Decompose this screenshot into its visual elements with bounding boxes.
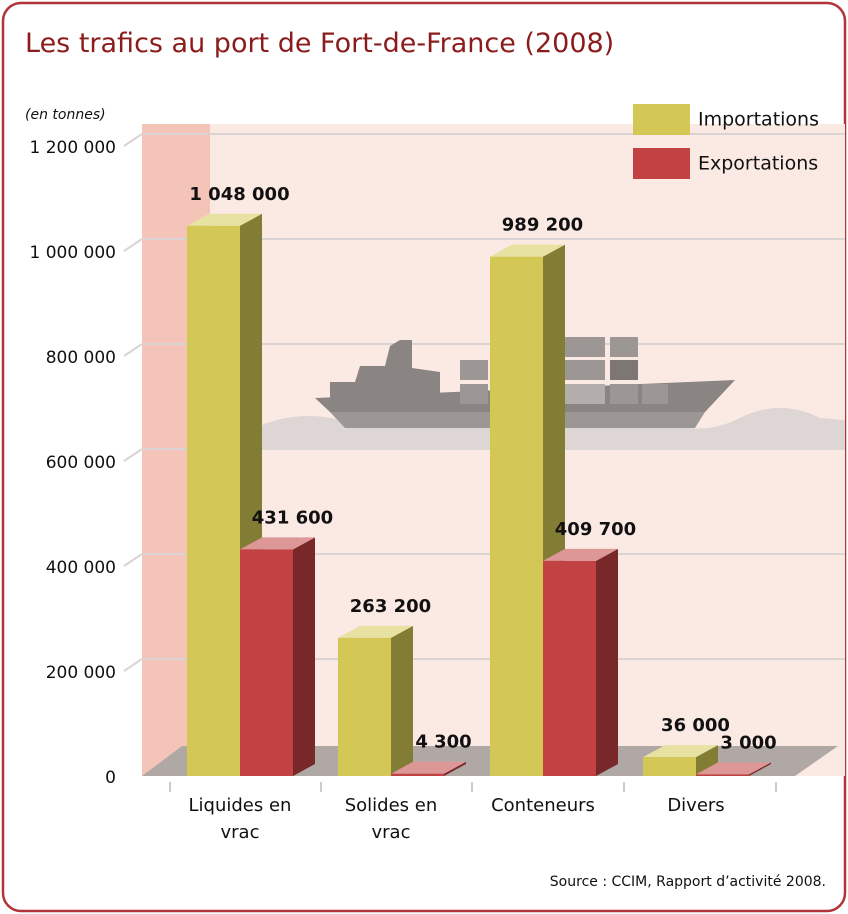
unit-label: (en tonnes) [25, 107, 106, 123]
legend-label: Exportations [698, 153, 818, 175]
x-tick-label: Conteneurs [491, 795, 595, 816]
superstructure [330, 340, 440, 398]
y-tick-label: 400 000 [46, 558, 116, 578]
bar [696, 774, 749, 776]
source: Source : CCIM, Rapport d’activité 2008. [550, 874, 826, 890]
value-label: 409 700 [555, 519, 636, 540]
tick-slant [123, 238, 143, 252]
bar [490, 256, 543, 776]
bar-top [391, 761, 466, 774]
bar-side [444, 761, 466, 776]
bar [391, 773, 444, 776]
bar [240, 549, 293, 776]
containers [460, 337, 668, 404]
bar-side [596, 548, 618, 776]
bar-side [696, 745, 718, 776]
bar-top [338, 625, 413, 638]
bar [187, 225, 240, 777]
y-tick-label: 800 000 [46, 348, 116, 368]
legend-swatch [633, 148, 690, 179]
value-label: 1 048 000 [189, 184, 289, 205]
bar [643, 757, 696, 776]
tick-slant [123, 658, 143, 672]
chart-title: Les trafics au port de Fort-de-France (2… [25, 28, 614, 59]
tick-slant [123, 343, 143, 357]
bar-top [490, 244, 565, 257]
value-label: 4 300 [415, 732, 471, 753]
x-tick-label: Liquides en vrac [188, 795, 292, 843]
tick-slant [123, 133, 143, 147]
bar-top [696, 762, 771, 775]
bar-top [643, 745, 718, 758]
y-tick-label: 600 000 [46, 453, 116, 473]
bar-top [187, 213, 262, 226]
y-tick-label: 200 000 [46, 663, 116, 683]
bar-side [293, 537, 315, 776]
bar [338, 637, 391, 776]
legend-swatch [633, 104, 690, 135]
bar-side [391, 625, 413, 776]
x-tick-label: Divers [667, 795, 725, 816]
y-tick-label: 0 [105, 768, 116, 788]
y-tick-label: 1 000 000 [29, 243, 116, 263]
value-label: 263 200 [350, 596, 431, 617]
bar-side [749, 762, 771, 776]
bar [543, 560, 596, 776]
y-tick-label: 1 200 000 [29, 138, 116, 158]
value-label: 989 200 [502, 215, 583, 236]
legend-label: Importations [698, 109, 819, 131]
value-label: 431 600 [252, 507, 333, 528]
value-label: 3 000 [720, 732, 776, 753]
tick-slant [123, 448, 143, 462]
tick-slant [123, 553, 143, 567]
x-tick-label: Solides en vrac [344, 795, 438, 843]
bar-top [543, 548, 618, 561]
bar-top [240, 537, 315, 550]
value-label: 36 000 [661, 715, 730, 736]
